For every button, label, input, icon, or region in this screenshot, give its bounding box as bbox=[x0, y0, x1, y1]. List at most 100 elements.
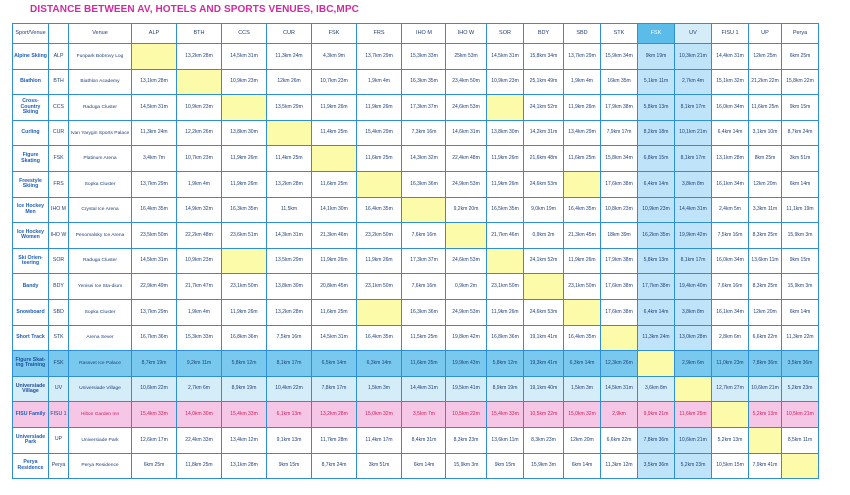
distance-cell: 11,6km 25m bbox=[356, 145, 402, 172]
distance-cell: 8,3km 23m bbox=[445, 426, 487, 454]
table-row: 8,3km 23m 13,6km 11m 8,3km 23m 12km 20m 6,6k… bbox=[445, 426, 819, 454]
distance-cell: 16,4km 35m bbox=[356, 196, 402, 224]
distance-cell: 8,9km 19m bbox=[486, 375, 524, 403]
distance-cell: 3km 51m bbox=[781, 145, 819, 172]
distance-cell: 7,5km 16m bbox=[266, 324, 312, 352]
distance-cell: 22,4km 48m bbox=[445, 145, 487, 172]
distance-cell: 13,2km 28m bbox=[266, 170, 312, 198]
distance-cell: 15,9km 3m bbox=[781, 273, 819, 300]
distance-cell: 13,4km 29m bbox=[563, 119, 601, 147]
table-row: Perya Residence Perya Perya Residence 6km 2… bbox=[12, 452, 447, 480]
distance-cell: 24,1km 52m bbox=[523, 94, 564, 121]
distance-cell: 21,3km 46m bbox=[311, 222, 357, 249]
distance-cell: 7,9km 41m bbox=[748, 452, 782, 480]
distance-cell: 13,4km 12m bbox=[221, 426, 267, 454]
distance-cell: 12km 26m bbox=[266, 68, 312, 96]
venue-code: FSK bbox=[48, 350, 69, 377]
distance-cell: 16,8km 36m bbox=[486, 324, 524, 352]
distance-cell bbox=[401, 196, 447, 224]
table-row: 9,2km 20m 16,5km 35m 9,0km 19m 16,4km 35m 10… bbox=[445, 196, 819, 224]
distance-cell: 10,9km 23m bbox=[176, 247, 222, 275]
table-row: 19,8km 42m 16,8km 36m 19,1km 41m 16,4km 35m… bbox=[445, 324, 819, 352]
distance-cell: 1,5km 3m bbox=[563, 375, 601, 403]
distance-cell: 15,0km 32m bbox=[563, 401, 601, 428]
distance-cell: 21,2km 22m bbox=[748, 68, 782, 96]
venue-name: Arena Sever bbox=[68, 324, 132, 352]
sport-name: Figure Skat-ing Training bbox=[12, 350, 49, 377]
table-row: 24,6km 53m 24,1km 52m 11,9km 26m 17,9km 38m… bbox=[445, 94, 819, 121]
distance-cell: 11,6km 25m bbox=[748, 94, 782, 121]
table-row: 21,7km 46m 0,9km 2m 21,3km 45m 18km 39m 16,2… bbox=[445, 222, 819, 249]
distance-cell: 25,1km 49m bbox=[523, 68, 564, 96]
distance-cell bbox=[356, 298, 402, 326]
distance-cell: 1,9km 4m bbox=[176, 298, 222, 326]
distance-cell: 16,2km 35m bbox=[637, 222, 675, 249]
distance-cell: 8,7km 19m bbox=[131, 350, 177, 377]
table-row: Universiade Village UV Universiade Village… bbox=[12, 375, 447, 403]
venue-code: CUR bbox=[48, 119, 69, 147]
venue-name: Sopka Cluster bbox=[68, 298, 132, 326]
table-row: Ski Orien-teering SOR Raduga Cluster 14,5km… bbox=[12, 247, 447, 275]
distance-cell: 1,5km 3m bbox=[356, 375, 402, 403]
distance-cell: 13,1km 28m bbox=[131, 68, 177, 96]
distance-cell: 14,6km 31m bbox=[445, 119, 487, 147]
distance-cell: 17,6km 38m bbox=[600, 170, 638, 198]
distance-cell: 2,8km 6m bbox=[711, 324, 749, 352]
distance-cell: 16,5km 35m bbox=[486, 196, 524, 224]
distance-cell: 5,8km 13m bbox=[637, 94, 675, 121]
right-header-cell: Perya bbox=[781, 23, 819, 44]
table-row: Figure Skat-ing Training FSK Rassvet Ice P… bbox=[12, 350, 447, 377]
distance-cell: 3,6km 8m bbox=[637, 375, 675, 403]
distance-cell bbox=[711, 401, 749, 428]
distance-cell: 16,8km 36m bbox=[221, 324, 267, 352]
distance-cell bbox=[563, 170, 601, 198]
sport-name: Universiade Village bbox=[12, 375, 49, 403]
distance-cell: 11,6km 25m bbox=[563, 145, 601, 172]
distance-cell: 6,8km 15m bbox=[637, 145, 675, 172]
venue-name: Raduga Cluster bbox=[68, 94, 132, 121]
distance-cell: 15,9km 34m bbox=[600, 43, 638, 70]
venue-name: Platinum Arena bbox=[68, 145, 132, 172]
left-header-cell bbox=[48, 23, 69, 44]
distance-cell: 2,9km 6m bbox=[674, 350, 712, 377]
left-header-cell: BTH bbox=[176, 23, 222, 44]
distance-cell: 14,3km 31m bbox=[266, 222, 312, 249]
distance-cell: 15,3km 33m bbox=[176, 324, 222, 352]
distance-cell: 13,6km 11m bbox=[748, 247, 782, 275]
distance-cell: 11,4km 25m bbox=[266, 145, 312, 172]
distance-cell: 13,2km 28m bbox=[311, 401, 357, 428]
table-row: Short Track STK Arena Sever 16,7km 36m 15,3k… bbox=[12, 324, 447, 352]
distance-cell: 11,8km 25m bbox=[176, 452, 222, 480]
distance-cell: 0,9km 2m bbox=[445, 273, 487, 300]
table-row: 24,6km 53m 24,1km 52m 11,9km 26m 17,9km 38m… bbox=[445, 247, 819, 275]
table-row: 23,4km 50m 10,9km 23m 25,1km 49m 1,9km 4m 16… bbox=[445, 68, 819, 96]
distance-cell: 13,8km 30m bbox=[486, 119, 524, 147]
distance-cell: 10,6km 21m bbox=[674, 426, 712, 454]
right-header-cell: FSK bbox=[637, 23, 675, 44]
sport-name: Bandy bbox=[12, 273, 49, 300]
distance-cell: 14,5km 31m bbox=[600, 375, 638, 403]
distance-cell: 6,6km 22m bbox=[600, 426, 638, 454]
venue-name: Ivan Yarygin Sports Palace bbox=[68, 119, 132, 147]
distance-cell: 11,1km 19m bbox=[781, 196, 819, 224]
distance-cell: 12km 20m bbox=[563, 426, 601, 454]
distance-cell: 8km 25m bbox=[748, 145, 782, 172]
distance-cell: 10,9km 23m bbox=[486, 68, 524, 96]
sport-name: Biathlon bbox=[12, 68, 49, 96]
sport-name: Ice Hockey Women bbox=[12, 222, 49, 249]
distance-cell: 14,3km 32m bbox=[401, 145, 447, 172]
distance-cell: 21,7km 47m bbox=[176, 273, 222, 300]
distance-cell: 6,4km 14m bbox=[711, 119, 749, 147]
distance-cell: 10,1km 21m bbox=[674, 119, 712, 147]
distance-cell: 6,4km 14m bbox=[637, 298, 675, 326]
venue-name: Biathlon Academy bbox=[68, 68, 132, 96]
venue-name: Funpark Bobrovy Log bbox=[68, 43, 132, 70]
distance-cell: 15,4km 33m bbox=[131, 401, 177, 428]
distance-cell: 13,6km 11m bbox=[486, 426, 524, 454]
table-row: 10,5km 22m 15,4km 33m 10,5km 22m 15,0km 32m… bbox=[445, 401, 819, 428]
left-header-cell: Sport/Venue bbox=[12, 23, 49, 44]
sport-name: Curling bbox=[12, 119, 49, 147]
distance-cell bbox=[176, 68, 222, 96]
table-row: 24,9km 53m 11,9km 26m 24,6km 53m 17,6km 38m… bbox=[445, 170, 819, 198]
distance-cell: 8,5km 11m bbox=[781, 426, 819, 454]
